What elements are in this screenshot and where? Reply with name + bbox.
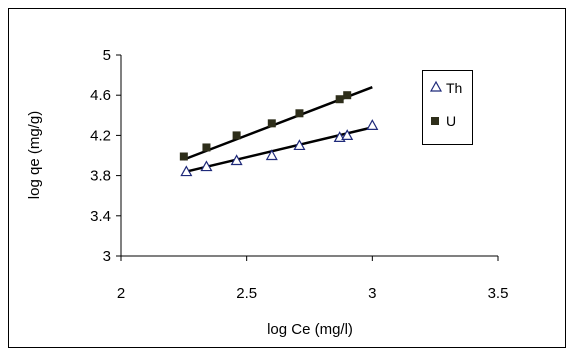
legend-label-th: Th [446, 80, 462, 96]
data-point-th [200, 160, 213, 172]
data-point-th [265, 149, 278, 161]
y-tick-label: 3 [103, 248, 111, 265]
y-axis-label: log qe (mg/g) [26, 111, 43, 199]
data-points [179, 91, 379, 177]
y-tick-label: 3.8 [90, 168, 111, 185]
data-point-u [179, 152, 188, 161]
data-point-th [293, 139, 306, 151]
legend: Th U [422, 70, 473, 145]
chart-border [8, 8, 566, 348]
data-point-th [180, 165, 193, 177]
data-point-u [232, 131, 241, 140]
data-point-u [267, 119, 276, 128]
x-axis-label: log Ce (mg/l) [267, 321, 353, 338]
x-tick-label: 3 [368, 285, 376, 302]
axes-group: 3 3.4 3.8 4.2 4.6 5 2 2.5 3 3.5 [90, 47, 508, 302]
data-point-u [343, 91, 352, 100]
data-point-th [230, 154, 243, 166]
data-point-th [341, 129, 354, 140]
x-tick-label: 2.5 [236, 285, 257, 302]
legend-label-u: U [446, 113, 456, 129]
y-tick-label: 4.6 [90, 87, 111, 104]
data-point-u [202, 143, 211, 152]
data-point-u [295, 109, 304, 118]
data-point-th [366, 119, 379, 130]
y-tick-label: 4.2 [90, 127, 111, 144]
legend-square-marker [431, 117, 439, 125]
y-tick-label: 3.4 [90, 208, 111, 225]
x-tick-label: 3.5 [488, 285, 509, 302]
legend-box [422, 70, 473, 145]
y-tick-label: 5 [103, 47, 111, 64]
data-point-u [335, 95, 344, 104]
legend-triangle-marker [429, 80, 443, 92]
x-tick-label: 2 [117, 285, 125, 302]
